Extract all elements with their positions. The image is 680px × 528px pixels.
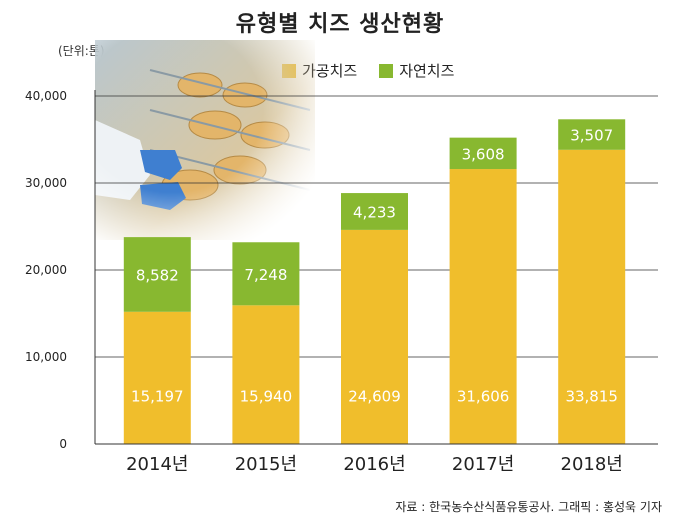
data-label: 31,606 xyxy=(457,387,510,405)
data-label: 15,197 xyxy=(131,387,184,405)
x-tick-label: 2015년 xyxy=(235,454,297,475)
bar-processed xyxy=(123,311,191,444)
y-tick-label: 30,000 xyxy=(25,176,67,190)
bar-processed xyxy=(232,305,300,444)
data-label: 33,815 xyxy=(565,387,618,405)
bar-natural xyxy=(123,237,191,312)
legend-label-natural: 자연치즈 xyxy=(399,62,455,80)
x-tick-label: 2017년 xyxy=(452,454,514,475)
y-tick-label: 40,000 xyxy=(25,89,67,103)
bar-processed xyxy=(449,169,517,444)
bar-processed xyxy=(341,229,408,444)
cheese-factory-photo xyxy=(95,40,315,240)
legend-swatch-natural xyxy=(379,63,394,78)
x-tick-label: 2018년 xyxy=(561,454,623,475)
data-label: 24,609 xyxy=(348,387,401,405)
data-label: 3,608 xyxy=(462,145,505,163)
x-tick-label: 2014년 xyxy=(126,454,188,475)
y-tick-label: 0 xyxy=(59,437,67,451)
data-label: 15,940 xyxy=(240,387,293,405)
data-label: 7,248 xyxy=(244,266,287,284)
legend-label-processed: 가공치즈 xyxy=(302,62,358,80)
legend-item-natural: 자연치즈 xyxy=(379,60,454,81)
data-label: 3,507 xyxy=(570,127,613,145)
bar-natural xyxy=(558,119,626,150)
bar-natural xyxy=(449,137,517,170)
bar-natural xyxy=(232,242,300,306)
data-label: 8,582 xyxy=(136,266,179,284)
y-tick-label: 10,000 xyxy=(25,350,67,364)
bar-natural xyxy=(341,193,408,230)
bar-processed xyxy=(558,149,626,444)
x-tick-label: 2016년 xyxy=(343,454,405,475)
y-tick-label: 20,000 xyxy=(25,263,67,277)
source-credit: 자료 : 한국농수산식품유통공사. 그래픽 : 홍성욱 기자 xyxy=(395,500,662,514)
chart-title: 유형별 치즈 생산현황 xyxy=(235,12,445,37)
data-label: 4,233 xyxy=(353,203,396,221)
unit-label: (단위:톤) xyxy=(58,44,105,58)
